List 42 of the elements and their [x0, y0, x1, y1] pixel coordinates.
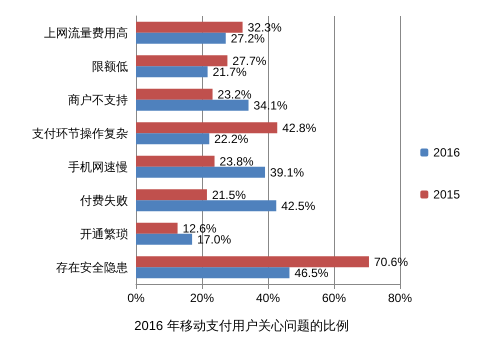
- data-label: 42.8%: [282, 120, 317, 135]
- x-tick-label: 40%: [256, 291, 280, 305]
- bar: [136, 234, 192, 245]
- x-tick-label: 0%: [127, 291, 145, 305]
- bar: [136, 100, 249, 111]
- y-tick-label: 存在安全隐患: [56, 260, 128, 274]
- y-tick-label: 手机网速慢: [68, 160, 128, 174]
- bar: [136, 55, 228, 66]
- x-tick-label: 60%: [322, 291, 346, 305]
- bar: [136, 267, 290, 278]
- legend-label: 2015: [433, 188, 460, 202]
- data-label: 34.1%: [254, 98, 288, 112]
- data-label: 39.1%: [270, 165, 304, 180]
- bar: [136, 88, 213, 100]
- data-label: 22.2%: [214, 132, 249, 146]
- y-tick-label: 支付环节操作复杂: [32, 126, 128, 140]
- y-tick-label: 付费失败: [79, 193, 128, 208]
- x-tick-label: 80%: [388, 291, 412, 305]
- data-label: 23.2%: [218, 87, 252, 102]
- bar: [136, 122, 278, 134]
- bar: [136, 66, 208, 78]
- bar: [136, 256, 369, 268]
- bar: [136, 133, 210, 144]
- data-label: 23.8%: [220, 154, 254, 168]
- bar: [136, 200, 276, 212]
- x-tick-label: 20%: [190, 291, 214, 305]
- y-tick-label: 商户不支持: [68, 92, 128, 107]
- bar: [136, 32, 226, 44]
- bar: [136, 22, 243, 33]
- data-label: 42.5%: [281, 198, 316, 213]
- data-label: 46.5%: [294, 266, 329, 280]
- bar: [136, 189, 207, 200]
- y-tick-label: 限额低: [92, 59, 128, 74]
- y-tick-label: 上网流量费用高: [44, 26, 128, 40]
- data-label: 70.6%: [374, 254, 408, 269]
- y-tick-label: 开通繁琐: [80, 226, 128, 241]
- bar: [136, 166, 266, 178]
- text: 2016 年移动支付用户关心问题的比例: [134, 318, 349, 333]
- bar: [136, 156, 215, 167]
- legend-label: 2016: [433, 146, 460, 160]
- bar: [136, 222, 178, 234]
- data-label: 21.5%: [212, 188, 246, 202]
